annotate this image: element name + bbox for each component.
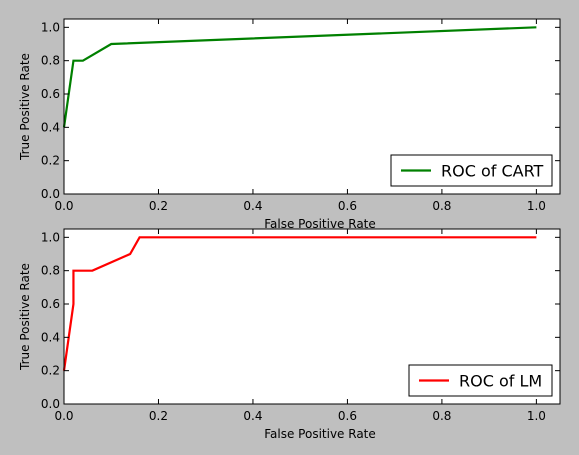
- y-tick-label: 0.4: [41, 330, 60, 344]
- x-tick-label: 0.2: [149, 199, 168, 213]
- roc-panel-1: 0.0 0.2 0.4 0.6 0.8 1.0 0.0 0.2 0.4 0.6 0.8 1.0 Fals…: [18, 18, 561, 231]
- axes-frame: [63, 18, 561, 195]
- y-tick-label: 0.8: [41, 54, 60, 68]
- y-tick-label: 0.6: [41, 297, 60, 311]
- x-tick-label: 0.6: [338, 409, 357, 423]
- x-tick-label: 1.0: [527, 199, 546, 213]
- x-tick-label: 0.6: [338, 199, 357, 213]
- legend: ROC of CART: [390, 154, 553, 187]
- y-axis-label: True Positive Rate: [18, 263, 32, 371]
- legend-label: ROC of LM: [459, 372, 542, 391]
- x-tick-label: 1.0: [527, 409, 546, 423]
- y-tick-label: 0.2: [41, 364, 60, 378]
- legend-label: ROC of CART: [441, 162, 544, 181]
- y-tick-label: 0.2: [41, 154, 60, 168]
- x-tick-label: 0.0: [54, 199, 73, 213]
- axes-frame: [63, 228, 561, 405]
- x-tick-label: 0.4: [243, 199, 262, 213]
- x-tick-label: 0.8: [432, 199, 451, 213]
- roc-curve-line: [62, 236, 537, 371]
- x-tick-label: 0.2: [149, 409, 168, 423]
- y-tick-label: 1.0: [41, 20, 60, 34]
- x-tick-label: 0.8: [432, 409, 451, 423]
- x-tick-label: 0.0: [54, 409, 73, 423]
- y-tick-label: 1.0: [41, 230, 60, 244]
- x-axis-label: False Positive Rate: [264, 427, 376, 441]
- legend: ROC of LM: [408, 364, 553, 397]
- y-tick-label: 0.6: [41, 87, 60, 101]
- y-tick-label: 0.0: [41, 187, 60, 201]
- y-axis-label: True Positive Rate: [18, 53, 32, 161]
- y-tick-label: 0.4: [41, 120, 60, 134]
- roc-curve-line: [62, 26, 537, 128]
- y-tick-label: 0.8: [41, 264, 60, 278]
- roc-panel-2: 0.0 0.2 0.4 0.6 0.8 1.0 0.0 0.2 0.4 0.6 0.8 1.0 Fals…: [18, 228, 561, 441]
- x-tick-label: 0.4: [243, 409, 262, 423]
- y-tick-label: 0.0: [41, 397, 60, 411]
- x-axis-label: False Positive Rate: [264, 217, 376, 231]
